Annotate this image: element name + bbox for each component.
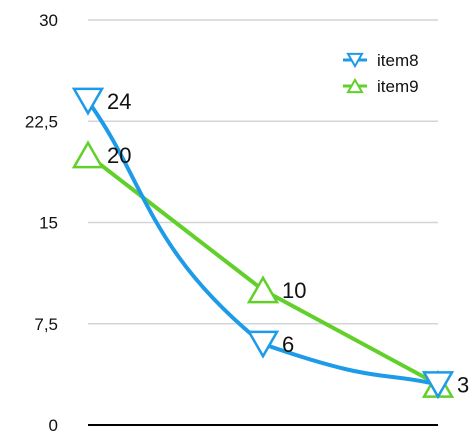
legend-swatch-marker — [346, 52, 364, 69]
data-label-item9: 20 — [107, 143, 131, 168]
grid-layer — [88, 19, 438, 325]
data-point-item9 — [71, 140, 105, 169]
legend-label: item8 — [377, 51, 419, 70]
y-tick-label: 15 — [39, 214, 58, 233]
data-label-item8: 6 — [282, 332, 294, 357]
y-tick-label: 30 — [39, 11, 58, 30]
legend-swatch-marker — [346, 77, 364, 94]
data-label-item8: 24 — [107, 89, 131, 114]
axis-layer: 0 7,5 15 22,5 30 — [25, 11, 438, 435]
data-point-item8 — [71, 87, 105, 116]
y-tick-label: 0 — [49, 416, 58, 434]
y-tick-label: 7,5 — [34, 315, 58, 334]
y-tick-label: 22,5 — [25, 112, 58, 131]
data-point-item8 — [246, 330, 280, 359]
data-point-item9 — [246, 275, 280, 304]
data-point-item8 — [421, 371, 455, 400]
data-label-item8: 3 — [457, 373, 469, 398]
series-layer — [71, 87, 455, 400]
data-label-item9: 10 — [282, 278, 306, 303]
legend-label: item9 — [377, 77, 419, 96]
data-label-layer: 24 6 3 20 10 — [107, 89, 469, 398]
legend: item8 item9 — [343, 51, 419, 96]
